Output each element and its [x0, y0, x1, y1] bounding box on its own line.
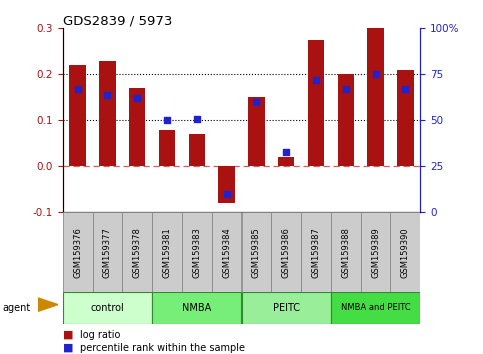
Text: GSM159389: GSM159389 — [371, 227, 380, 278]
Bar — [248, 97, 265, 166]
Bar — [70, 65, 86, 166]
Point — [312, 77, 320, 83]
Text: NMBA: NMBA — [182, 303, 212, 313]
Bar — [152, 292, 242, 324]
Text: GDS2839 / 5973: GDS2839 / 5973 — [63, 14, 172, 27]
Text: agent: agent — [2, 303, 30, 313]
Bar — [122, 212, 152, 292]
Bar — [152, 212, 182, 292]
Text: GSM159386: GSM159386 — [282, 227, 291, 278]
Bar — [129, 88, 145, 166]
Point — [74, 86, 82, 92]
Text: GSM159388: GSM159388 — [341, 227, 350, 278]
Text: GSM159387: GSM159387 — [312, 227, 320, 278]
Text: GSM159378: GSM159378 — [133, 227, 142, 278]
Point — [193, 116, 201, 121]
Bar — [390, 212, 420, 292]
Text: GSM159376: GSM159376 — [73, 227, 82, 278]
Point — [104, 92, 112, 97]
Bar — [93, 212, 122, 292]
Bar — [99, 61, 115, 166]
Bar — [278, 157, 294, 166]
Bar — [331, 292, 420, 324]
Text: NMBA and PEITC: NMBA and PEITC — [341, 303, 411, 313]
Point — [253, 99, 260, 105]
Bar — [271, 212, 301, 292]
Text: GSM159385: GSM159385 — [252, 227, 261, 278]
Text: percentile rank within the sample: percentile rank within the sample — [80, 343, 245, 353]
Bar — [218, 166, 235, 203]
Polygon shape — [38, 298, 58, 312]
Bar — [301, 212, 331, 292]
Text: GSM159390: GSM159390 — [401, 227, 410, 278]
Bar — [159, 130, 175, 166]
Point — [163, 118, 171, 123]
Bar — [189, 134, 205, 166]
Bar — [182, 212, 212, 292]
Bar — [212, 212, 242, 292]
Bar — [331, 212, 361, 292]
Bar — [308, 40, 324, 166]
Text: GSM159384: GSM159384 — [222, 227, 231, 278]
Bar — [242, 212, 271, 292]
Text: control: control — [91, 303, 124, 313]
Bar — [63, 212, 93, 292]
Text: GSM159377: GSM159377 — [103, 227, 112, 278]
Point — [133, 96, 141, 101]
Bar — [242, 292, 331, 324]
Text: GSM159381: GSM159381 — [163, 227, 171, 278]
Text: PEITC: PEITC — [273, 303, 299, 313]
Text: GSM159383: GSM159383 — [192, 227, 201, 278]
Point — [223, 191, 230, 197]
Text: ■: ■ — [63, 330, 73, 339]
Bar — [368, 28, 384, 166]
Text: ■: ■ — [63, 343, 73, 353]
Bar — [338, 74, 354, 166]
Bar — [361, 212, 390, 292]
Point — [342, 86, 350, 92]
Bar — [397, 70, 413, 166]
Bar — [63, 292, 152, 324]
Point — [372, 72, 380, 77]
Point — [401, 86, 409, 92]
Text: log ratio: log ratio — [80, 330, 120, 339]
Point — [282, 149, 290, 154]
